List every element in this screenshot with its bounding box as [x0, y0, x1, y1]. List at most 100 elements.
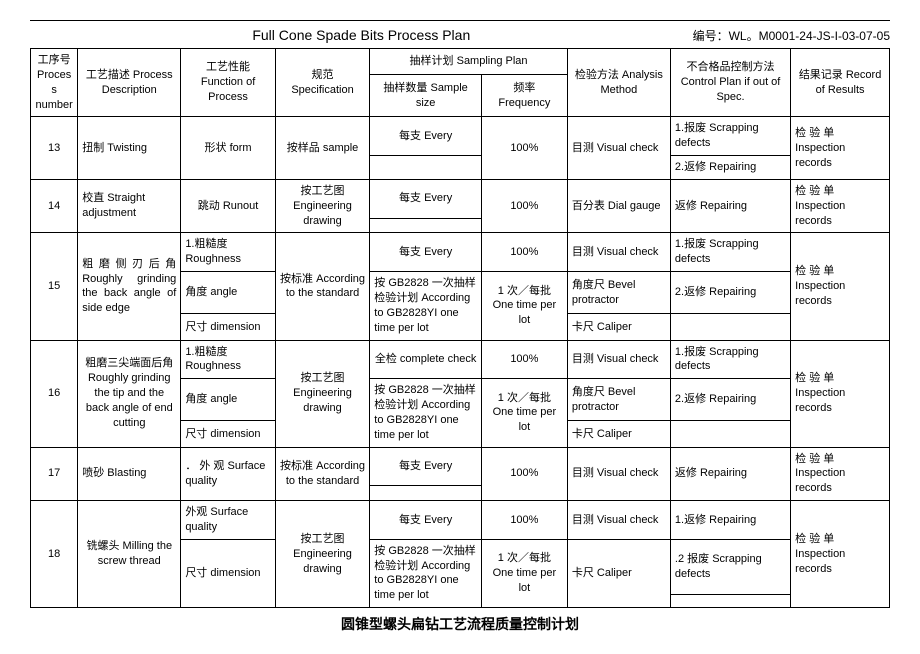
cell-freq: 100%	[481, 340, 567, 379]
page-title: Full Cone Spade Bits Process Plan	[30, 27, 693, 43]
cell-func: 外观 Surface quality	[181, 501, 275, 540]
col-func: 工艺性能 Function of Process	[181, 49, 275, 117]
table-row: 15 粗磨侧刃后角 Roughly grinding the back angl…	[31, 233, 890, 272]
cell-anal: 目测 Visual check	[567, 501, 670, 540]
process-table: 工序号 Process number 工艺描述 Process Descript…	[30, 48, 890, 608]
cell-ctrl: 2.返修 Repairing	[670, 156, 790, 180]
cell-freq: 1 次／每批 One time per lot	[481, 379, 567, 447]
cell-ctrl: 返修 Repairing	[670, 179, 790, 233]
cell-anal: 卡尺 Caliper	[567, 421, 670, 447]
cell-spec: 按工艺图 Engineering drawing	[275, 179, 369, 233]
cell-anal: 目测 Visual check	[567, 340, 670, 379]
cell-ctrl: 1.报废 Scrapping defects	[670, 117, 790, 156]
cell-ctrl: 返修 Repairing	[670, 447, 790, 501]
cell-ss-blank	[370, 486, 482, 501]
cell-num: 17	[31, 447, 78, 501]
cell-res: 检 验 单 Inspection records	[791, 447, 890, 501]
cell-ss: 每支 Every	[370, 501, 482, 540]
cell-ctrl: 1.报废 Scrapping defects	[670, 233, 790, 272]
cell-res: 检 验 单 Inspection records	[791, 501, 890, 608]
cell-num: 13	[31, 117, 78, 180]
cell-num: 18	[31, 501, 78, 608]
cell-ss: 每支 Every	[370, 117, 482, 156]
cell-desc: 校直 Straight adjustment	[78, 179, 181, 233]
cell-anal: 卡尺 Caliper	[567, 539, 670, 607]
header-row: Full Cone Spade Bits Process Plan 编号：WL。…	[30, 27, 890, 44]
cell-freq: 100%	[481, 233, 567, 272]
top-rule	[30, 20, 890, 21]
cell-func: 1.粗糙度 Roughness	[181, 233, 275, 272]
cell-desc: 粗磨侧刃后角 Roughly grinding the back angle o…	[78, 233, 181, 340]
table-row: 14 校直 Straight adjustment 跳动 Runout 按工艺图…	[31, 179, 890, 218]
cell-func: 尺寸 dimension	[181, 314, 275, 340]
cell-ss: 每支 Every	[370, 447, 482, 486]
cell-res: 检 验 单 Inspection records	[791, 117, 890, 180]
cell-ss: 全检 complete check	[370, 340, 482, 379]
doc-number: 编号：WL。M0001-24-JS-I-03-07-05	[693, 27, 890, 44]
cell-ctrl: 2.返修 Repairing	[670, 379, 790, 421]
cell-anal: 百分表 Dial gauge	[567, 179, 670, 233]
cell-desc: 铣螺头 Milling the screw thread	[78, 501, 181, 608]
cell-freq: 1 次／每批 One time per lot	[481, 272, 567, 340]
col-desc: 工艺描述 Process Description	[78, 49, 181, 117]
cell-ctrl: 2.返修 Repairing	[670, 272, 790, 314]
footer-title: 圆锥型螺头扁钻工艺流程质量控制计划	[30, 614, 890, 634]
cell-func: 角度 angle	[181, 379, 275, 421]
cell-ss: 每支 Every	[370, 179, 482, 218]
cell-desc: 扭制 Twisting	[78, 117, 181, 180]
table-row: 17 喷砂 Blasting ． 外 观 Surface quality 按标准…	[31, 447, 890, 486]
cell-ctrl: 1.返修 Repairing	[670, 501, 790, 540]
cell-desc: 粗磨三尖端面后角 Roughly grinding the tip and th…	[78, 340, 181, 447]
table-row: 16 粗磨三尖端面后角 Roughly grinding the tip and…	[31, 340, 890, 379]
cell-func: 形状 form	[181, 117, 275, 180]
cell-spec: 按标准 According to the standard	[275, 447, 369, 501]
cell-freq: 1 次／每批 One time per lot	[481, 539, 567, 607]
cell-ss-blank	[370, 218, 482, 233]
col-freq: 频率 Frequency	[481, 75, 567, 117]
col-res: 结果记录 Record of Results	[791, 49, 890, 117]
cell-freq: 100%	[481, 179, 567, 233]
cell-anal: 卡尺 Caliper	[567, 314, 670, 340]
cell-func: 尺寸 dimension	[181, 539, 275, 607]
cell-spec: 按标准 According to the standard	[275, 233, 369, 340]
cell-ss: 按 GB2828 一次抽样检验计划 According to GB2828YI …	[370, 379, 482, 447]
col-spec: 规范 Specification	[275, 49, 369, 117]
cell-spec: 按工艺图 Engineering drawing	[275, 340, 369, 447]
table-row: 18 铣螺头 Milling the screw thread 外观 Surfa…	[31, 501, 890, 540]
col-ss: 抽样数量 Sample size	[370, 75, 482, 117]
cell-anal: 目测 Visual check	[567, 117, 670, 180]
cell-ss: 按 GB2828 一次抽样检验计划 According to GB2828YI …	[370, 539, 482, 607]
cell-spec: 按样品 sample	[275, 117, 369, 180]
cell-ss: 按 GB2828 一次抽样检验计划 According to GB2828YI …	[370, 272, 482, 340]
cell-ctrl-blank	[670, 421, 790, 447]
cell-num: 14	[31, 179, 78, 233]
col-num: 工序号 Process number	[31, 49, 78, 117]
cell-freq: 100%	[481, 447, 567, 501]
cell-num: 15	[31, 233, 78, 340]
cell-func: 角度 angle	[181, 272, 275, 314]
cell-desc: 喷砂 Blasting	[78, 447, 181, 501]
cell-ctrl: .2 报废 Scrapping defects	[670, 539, 790, 594]
cell-anal: 目测 Visual check	[567, 233, 670, 272]
cell-freq: 100%	[481, 501, 567, 540]
cell-res: 检 验 单 Inspection records	[791, 340, 890, 447]
cell-spec: 按工艺图 Engineering drawing	[275, 501, 369, 608]
cell-anal: 目测 Visual check	[567, 447, 670, 501]
cell-func: ． 外 观 Surface quality	[181, 447, 275, 501]
cell-func: 1.粗糙度 Roughness	[181, 340, 275, 379]
col-ctrl: 不合格品控制方法 Control Plan if out of Spec.	[670, 49, 790, 117]
docno-label: 编号：	[693, 29, 729, 43]
cell-anal: 角度尺 Bevel protractor	[567, 379, 670, 421]
cell-freq: 100%	[481, 117, 567, 180]
cell-res: 检 验 单 Inspection records	[791, 179, 890, 233]
table-row: 13 扭制 Twisting 形状 form 按样品 sample 每支 Eve…	[31, 117, 890, 156]
cell-ctrl-blank	[670, 595, 790, 608]
cell-anal: 角度尺 Bevel protractor	[567, 272, 670, 314]
col-sampling: 抽样计划 Sampling Plan	[370, 49, 568, 75]
cell-num: 16	[31, 340, 78, 447]
cell-func: 跳动 Runout	[181, 179, 275, 233]
docno-value: WL。M0001-24-JS-I-03-07-05	[729, 29, 890, 43]
cell-res: 检 验 单 Inspection records	[791, 233, 890, 340]
cell-ss: 每支 Every	[370, 233, 482, 272]
cell-ctrl-blank	[670, 314, 790, 340]
